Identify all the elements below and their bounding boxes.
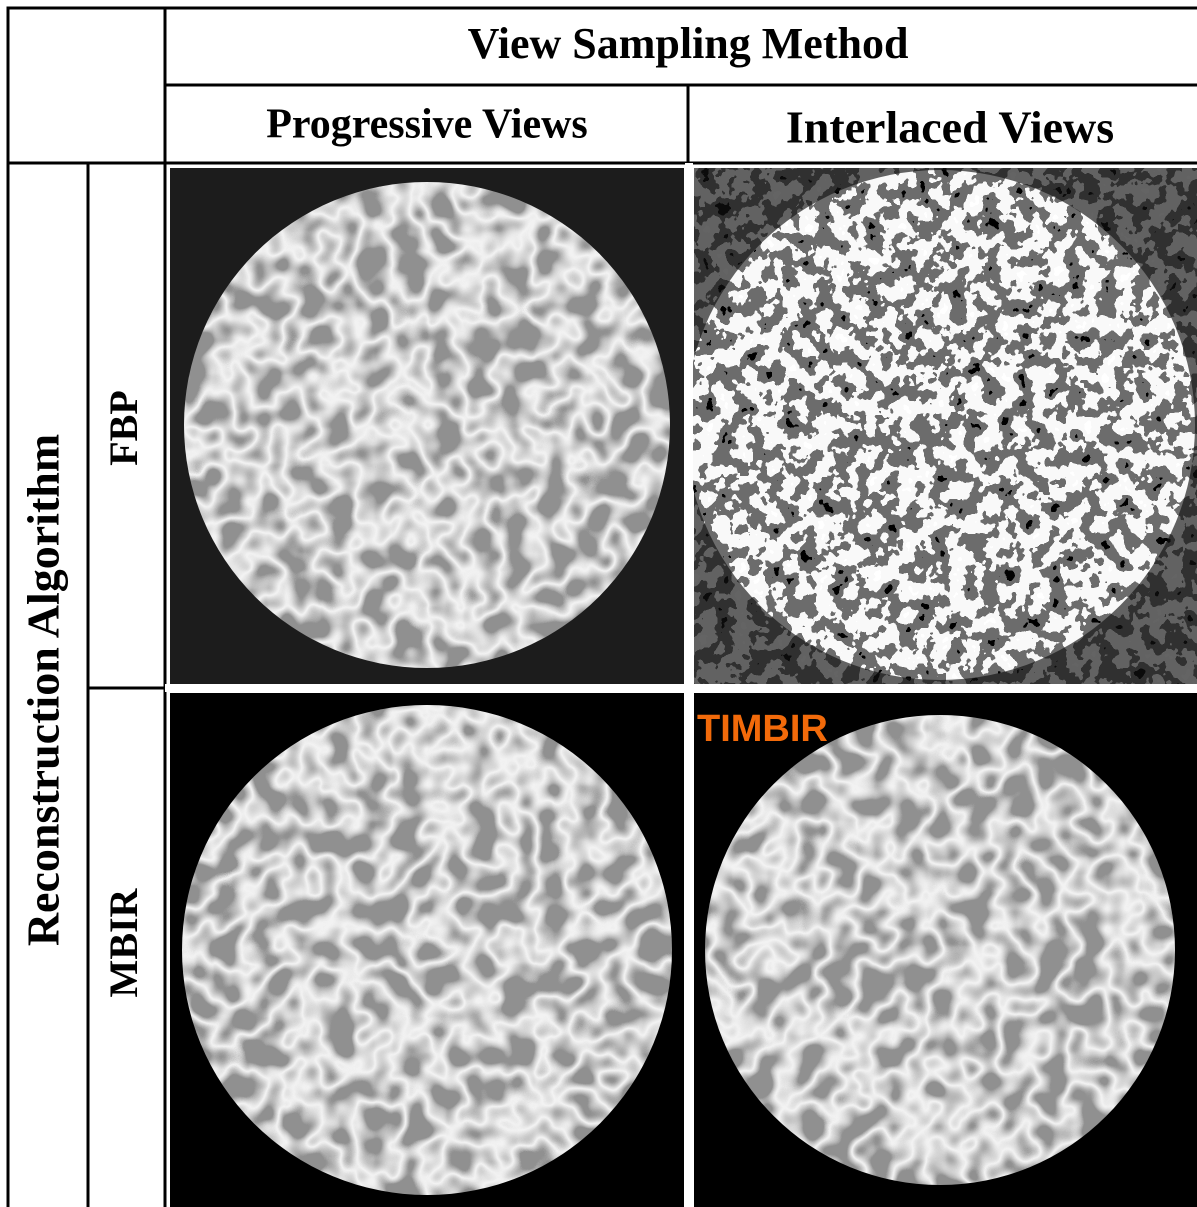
annotation: TIMBIR — [697, 708, 828, 750]
images — [170, 168, 1197, 1207]
column-group-title: View Sampling Method — [468, 19, 909, 68]
row-header: FBP — [101, 390, 146, 466]
row-header: MBIR — [101, 887, 146, 997]
grid — [6, 6, 1197, 1207]
column-header: Progressive Views — [266, 102, 588, 148]
row-group-title: Reconstruction Algorithm — [18, 434, 69, 946]
column-header: Interlaced Views — [786, 102, 1114, 153]
